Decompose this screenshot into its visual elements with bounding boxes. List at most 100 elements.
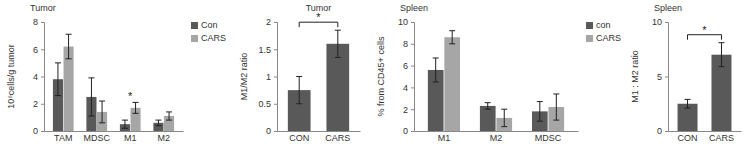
- y-tick-mark: [41, 77, 44, 78]
- x-tick-label: M1: [438, 133, 451, 143]
- y-axis-line: [41, 23, 45, 132]
- y-tick-label: 1: [266, 72, 271, 82]
- y-axis: 00.511.52: [258, 17, 277, 136]
- x-tick: M1: [124, 133, 137, 143]
- chart-title: Spleen: [654, 3, 682, 13]
- y-tick-label: 0.5: [258, 99, 271, 109]
- legend-swatch: [586, 35, 593, 42]
- plot-area: [53, 34, 174, 131]
- x-tick: M2: [490, 133, 503, 143]
- x-tick: CON: [289, 133, 309, 143]
- x-tick: MDSC: [84, 133, 111, 143]
- significance-label: *: [702, 24, 707, 36]
- error-bar: [88, 78, 94, 116]
- y-tick-label: 5: [657, 72, 662, 82]
- legend-swatch: [586, 22, 593, 29]
- x-axis-line: [415, 131, 579, 132]
- error-bar: [133, 102, 139, 113]
- y-tick: 1: [266, 72, 277, 82]
- y-tick: 0.5: [258, 99, 277, 109]
- x-axis-line: [45, 131, 184, 132]
- chart-panel: Spleen % from CD45+ cells 0 2 4 6 8 10 M1 M2 MDSC c…: [376, 3, 621, 143]
- y-tick: 2: [266, 17, 277, 27]
- y-tick-label: 0: [403, 126, 408, 136]
- legend-swatch: [191, 35, 198, 42]
- y-tick: 0: [657, 126, 668, 136]
- y-tick: 0: [33, 126, 44, 136]
- x-tick: M2: [157, 133, 170, 143]
- error-bar: [485, 103, 491, 110]
- y-tick: 10: [398, 17, 414, 27]
- y-tick: 8: [403, 39, 414, 49]
- y-tick-mark: [411, 87, 414, 88]
- chart-panel: Spleen M1 : M2 ratio 0 5 10 CON CARS *: [630, 3, 742, 143]
- x-tick-label: M1: [124, 133, 137, 143]
- legend-swatch: [191, 22, 198, 29]
- y-tick: 5: [657, 72, 668, 82]
- chart-title: Spleen: [400, 3, 428, 13]
- y-tick: 6: [403, 61, 414, 71]
- y-axis: 02468: [33, 17, 45, 136]
- y-tick-label: 2: [403, 105, 408, 115]
- y-tick-mark: [274, 77, 277, 78]
- y-tick: 2: [403, 105, 414, 115]
- y-tick: 1.5: [258, 45, 277, 55]
- y-tick-label: 2: [266, 17, 271, 27]
- legend-label: Con: [201, 20, 218, 30]
- x-tick-label: CARS: [325, 133, 350, 143]
- x-tick-label: M2: [157, 133, 170, 143]
- x-axis: CON CARS: [278, 132, 361, 144]
- error-bar: [99, 101, 105, 123]
- x-tick-label: MDSC: [535, 133, 562, 143]
- y-tick: 0: [403, 126, 414, 136]
- y-tick-mark: [411, 66, 414, 67]
- y-tick-mark: [274, 22, 277, 23]
- x-tick: CON: [678, 133, 698, 143]
- legend: con CARS: [586, 20, 621, 43]
- legend-label: CARS: [596, 33, 621, 43]
- legend-item: con: [586, 20, 611, 30]
- y-tick-label: 4: [33, 72, 38, 82]
- y-tick-mark: [665, 131, 668, 132]
- bar: [444, 37, 460, 131]
- y-axis-title: M1/M2 ratio: [239, 53, 249, 101]
- y-tick: 2: [33, 99, 44, 109]
- legend-item: CARS: [586, 33, 621, 43]
- y-tick-label: 10: [652, 17, 662, 27]
- chart-panel: TumorM1/M2 ratio00.511.52CONCARS*: [239, 3, 361, 143]
- significance-label: *: [316, 11, 321, 23]
- error-bar: [122, 120, 128, 128]
- y-tick: 10: [652, 17, 668, 27]
- plot-area: [288, 30, 349, 131]
- error-bar: [718, 43, 724, 67]
- x-tick: TAM: [54, 133, 72, 143]
- y-tick-mark: [41, 131, 44, 132]
- x-tick-label: CARS: [709, 133, 734, 143]
- x-tick-label: CON: [678, 133, 698, 143]
- y-tick-label: 4: [403, 83, 408, 93]
- x-axis-line: [669, 131, 742, 132]
- error-bar: [553, 94, 559, 120]
- y-tick-mark: [274, 104, 277, 105]
- y-axis-line: [274, 23, 278, 132]
- error-bar: [537, 102, 543, 122]
- y-tick-label: 8: [33, 17, 38, 27]
- plot-area: [678, 43, 732, 131]
- y-axis-title: M1 : M2 ratio: [630, 50, 640, 103]
- y-tick-label: 0: [33, 126, 38, 136]
- y-tick-mark: [41, 104, 44, 105]
- y-tick-mark: [665, 77, 668, 78]
- y-tick-mark: [411, 131, 414, 132]
- error-bar: [155, 120, 161, 125]
- x-tick-label: MDSC: [84, 133, 111, 143]
- y-axis-line: [411, 23, 415, 132]
- y-axis: 0 2 4 6 8 10: [398, 17, 415, 136]
- error-bar: [501, 109, 507, 126]
- x-axis: M1 M2 MDSC: [415, 132, 579, 144]
- y-axis-title: % from CD45+ cells: [376, 36, 386, 116]
- y-tick-mark: [274, 131, 277, 132]
- y-tick-label: 6: [403, 61, 408, 71]
- significance-label: *: [128, 90, 133, 102]
- x-axis: CON CARS: [669, 132, 742, 144]
- error-bar: [433, 58, 439, 82]
